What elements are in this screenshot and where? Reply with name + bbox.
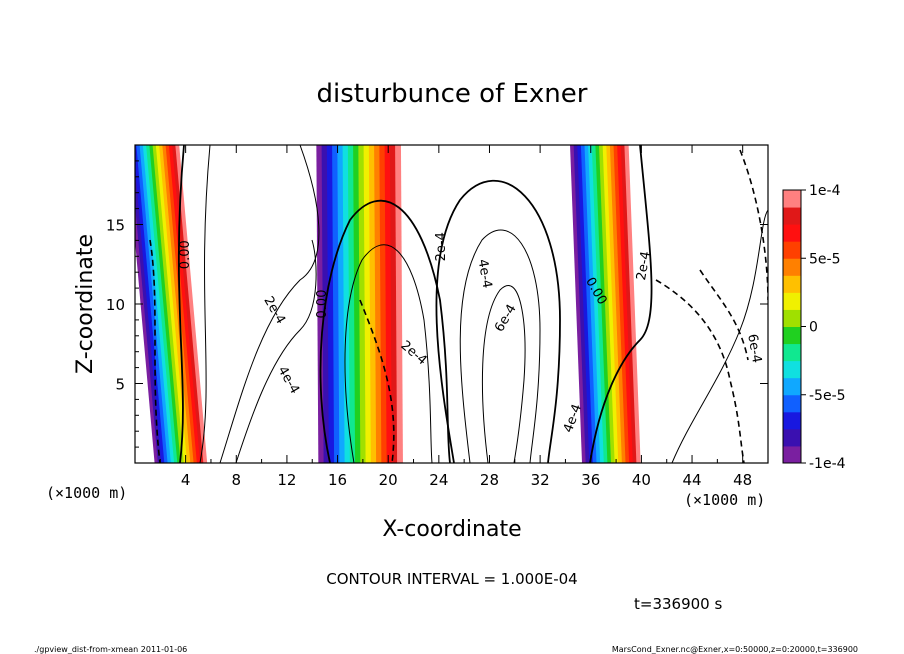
- x-unit-right: (×1000 m): [684, 491, 765, 509]
- y-tick-label: 5: [115, 376, 125, 394]
- contour-interval-text: CONTOUR INTERVAL = 1.000E-04: [326, 570, 577, 588]
- colorbar-swatch: [783, 377, 801, 396]
- footer-left: ./gpview_dist-from-xmean 2011-01-06: [34, 645, 187, 654]
- fill-strip: [149, 145, 182, 463]
- colorbar-swatch: [783, 326, 801, 345]
- contour-label: 2e-4: [434, 232, 449, 261]
- x-tick-label: 28: [480, 471, 499, 489]
- contour-line-negative: [149, 239, 161, 463]
- x-tick-label: 44: [682, 471, 701, 489]
- fill-strip: [152, 145, 185, 463]
- contour-line: [199, 145, 211, 463]
- colorbar-tick-label: 0: [809, 320, 818, 336]
- contour-line: [435, 180, 561, 463]
- x-tick-label: 32: [531, 471, 550, 489]
- contour-line: [319, 199, 451, 463]
- contour-line-negative: [359, 299, 395, 463]
- x-tick-label: 8: [232, 471, 242, 489]
- fill-strip: [155, 145, 188, 463]
- fill-strip: [588, 145, 605, 463]
- fill-strip: [609, 145, 627, 463]
- contour-line-negative: [655, 279, 745, 463]
- contour-line: [219, 145, 320, 463]
- colorbar-swatch: [783, 411, 801, 430]
- contour-label: 0.00: [178, 240, 193, 269]
- x-unit-left: (×1000 m): [46, 484, 127, 502]
- colorbar-swatch: [783, 275, 801, 293]
- fill-strip: [175, 145, 208, 463]
- x-tick-label: 12: [277, 471, 296, 489]
- fill-strip: [395, 145, 403, 463]
- colorbar-tick-label: 5e-5: [809, 251, 840, 267]
- fill-strip: [580, 145, 598, 463]
- contour-line-negative: [739, 149, 768, 301]
- fill-strip: [602, 145, 619, 463]
- contour-line: [459, 229, 541, 463]
- time-label: t=336900 s: [634, 595, 722, 613]
- x-tick-label: 4: [181, 471, 191, 489]
- fill-strip: [613, 145, 630, 463]
- colorbar-swatch: [783, 360, 801, 379]
- contour-line-layer: [149, 145, 768, 463]
- plot-area: [135, 145, 768, 463]
- fill-strip: [142, 145, 175, 463]
- contour-line: [481, 285, 526, 463]
- fill-strip: [620, 145, 637, 463]
- fill-strip: [577, 145, 594, 463]
- fill-strip: [146, 145, 178, 463]
- contour-line: [177, 145, 185, 463]
- x-tick-label: 48: [733, 471, 752, 489]
- fill-strip: [136, 145, 169, 463]
- fill-strip: [617, 145, 634, 463]
- fill-strip: [573, 145, 590, 463]
- colorbar: 1e-4 5e-5 0 -5e-5 -1e-4: [782, 183, 846, 472]
- fill-strip: [584, 145, 601, 463]
- x-tick-label: 20: [379, 471, 398, 489]
- colorbar-swatch: [783, 445, 801, 464]
- colorbar-swatch: [783, 428, 801, 447]
- y-tick-label: 10: [106, 296, 125, 314]
- x-tick-label: 24: [429, 471, 448, 489]
- contour-label: 2e-4: [634, 250, 654, 281]
- fill-strip: [595, 145, 612, 463]
- colorbar-tick-label: -1e-4: [809, 456, 846, 472]
- y-axis-label: Z-coordinate: [73, 234, 98, 374]
- fill-strip: [624, 145, 641, 463]
- x-tick-label: 40: [632, 471, 651, 489]
- fill-strip: [165, 145, 198, 463]
- y-tick-label: 15: [106, 217, 125, 235]
- x-tick-label: 36: [581, 471, 600, 489]
- chart-title: disturbunce of Exner: [317, 79, 588, 109]
- contour-label: 0.00: [315, 290, 330, 319]
- colorbar-swatch: [783, 207, 801, 225]
- fill-strip: [570, 145, 587, 463]
- fill-strip: [591, 145, 608, 463]
- colorbar-tick-label: -5e-5: [809, 388, 846, 404]
- contour-line-negative: [699, 269, 749, 361]
- colorbar-swatch: [783, 224, 801, 242]
- fill-strip: [606, 145, 623, 463]
- colorbar-swatch: [783, 343, 801, 362]
- contour-label: 4e-4: [474, 258, 494, 289]
- contour-line: [344, 244, 433, 463]
- contour-line: [235, 239, 317, 463]
- colorbar-tick-label: 1e-4: [809, 183, 841, 199]
- colorbar-swatch: [783, 394, 801, 413]
- colorbar-swatch: [783, 241, 801, 259]
- fill-strip: [162, 145, 195, 463]
- contour-label: 6e-4: [744, 333, 764, 364]
- x-tick-label: 16: [328, 471, 347, 489]
- colorbar-swatch: [783, 309, 801, 327]
- footer-right: MarsCond_Exner.nc@Exner,x=0:50000,z=0:20…: [612, 645, 858, 654]
- contour-line: [589, 145, 653, 463]
- fill-strip: [168, 145, 201, 463]
- colorbar-swatch: [783, 292, 801, 310]
- x-axis-label: X-coordinate: [382, 517, 521, 542]
- colorbar-swatch: [783, 258, 801, 276]
- colorbar-swatch: [783, 190, 801, 208]
